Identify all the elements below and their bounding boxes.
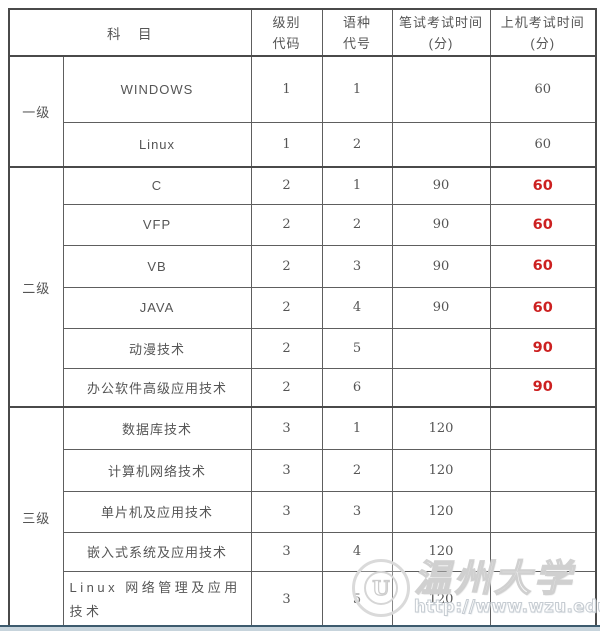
subject-cell: 动漫技术 <box>62 327 252 369</box>
machine-time-cell: 60 <box>489 286 597 329</box>
level-code-cell: 3 <box>250 490 323 533</box>
machine-time-cell: 60 <box>489 244 597 288</box>
exam-schedule-table: 科 目 级别 代码 语种 代号 笔试考试时间 (分) 上机考试时间 (分) <box>8 8 597 630</box>
level-code-cell: 1 <box>250 55 323 123</box>
table-row: 办公软件高级应用技术 2 6 90 <box>9 367 597 408</box>
level-code-cell: 3 <box>250 531 323 572</box>
level-code-cell: 3 <box>250 448 323 492</box>
machine-time-cell <box>489 531 597 572</box>
level-group-label: 三级 <box>8 406 64 629</box>
written-time-cell <box>391 327 491 369</box>
subject-cell: 办公软件高级应用技术 <box>62 367 252 408</box>
lang-code-cell: 1 <box>321 166 393 205</box>
machine-time-cell <box>489 490 597 533</box>
lang-code-cell: 6 <box>321 367 393 408</box>
header-level-code-line1: 级别 <box>272 14 301 30</box>
level-code-cell: 2 <box>250 286 323 329</box>
header-written-time-line2: (分) <box>428 35 454 51</box>
level-code-cell: 2 <box>250 367 323 408</box>
subject-cell: Linux 网络管理及应用技术 <box>62 570 252 629</box>
table-row: JAVA 2 4 90 60 <box>9 286 597 329</box>
machine-time-cell: 60 <box>489 121 597 168</box>
written-time-cell: 90 <box>391 286 491 329</box>
lang-code-cell: 2 <box>321 203 393 246</box>
table-row: 动漫技术 2 5 90 <box>9 327 597 369</box>
subject-cell: JAVA <box>62 286 252 329</box>
machine-time-cell: 60 <box>489 203 597 246</box>
lang-code-cell: 1 <box>321 406 393 450</box>
machine-time-cell: 90 <box>489 367 597 408</box>
table-row: 一级 WINDOWS 1 1 60 <box>8 55 597 168</box>
lang-code-cell: 2 <box>321 448 393 492</box>
level-code-cell: 3 <box>250 406 323 450</box>
written-time-cell <box>391 121 491 168</box>
header-lang-code-line2: 代号 <box>342 35 371 51</box>
subject-cell: VB <box>62 244 252 288</box>
subject-cell: C <box>62 166 252 205</box>
lang-code-cell: 1 <box>321 55 393 123</box>
level-code-cell: 2 <box>250 203 323 246</box>
table-row: 嵌入式系统及应用技术 3 4 120 <box>9 531 597 572</box>
table-row: VFP 2 2 90 60 <box>9 203 597 246</box>
header-lang-code: 语种 代号 <box>321 8 393 57</box>
level-code-cell: 2 <box>250 166 323 205</box>
lang-code-cell: 4 <box>321 531 393 572</box>
table-row: Linux 1 2 60 <box>9 121 597 168</box>
written-time-cell: 120 <box>391 570 491 629</box>
subject-cell: Linux <box>62 121 252 168</box>
machine-time-cell: 60 <box>489 166 597 205</box>
written-time-cell: 120 <box>391 490 491 533</box>
level-code-cell: 1 <box>250 121 323 168</box>
machine-time-cell <box>489 448 597 492</box>
lang-code-cell: 3 <box>321 490 393 533</box>
table-row: VB 2 3 90 60 <box>9 244 597 288</box>
level-code-cell: 2 <box>250 327 323 369</box>
machine-time-cell <box>489 406 597 450</box>
header-machine-time: 上机考试时间 (分) <box>489 8 597 57</box>
level-group-label: 二级 <box>8 166 64 408</box>
header-subject: 科 目 <box>8 8 252 57</box>
written-time-cell: 120 <box>391 406 491 450</box>
subject-cell: VFP <box>62 203 252 246</box>
table-row: 计算机网络技术 3 2 120 <box>9 448 597 492</box>
exam-schedule-table-wrap: 科 目 级别 代码 语种 代号 笔试考试时间 (分) 上机考试时间 (分) <box>8 8 597 630</box>
written-time-cell: 90 <box>391 203 491 246</box>
header-written-time-line1: 笔试考试时间 <box>398 14 483 30</box>
machine-time-cell <box>489 570 597 629</box>
window-bottom-edge <box>0 625 600 631</box>
written-time-cell: 120 <box>391 448 491 492</box>
lang-code-cell: 5 <box>321 570 393 629</box>
header-level-code-line2: 代码 <box>272 35 301 51</box>
subject-cell: 计算机网络技术 <box>62 448 252 492</box>
table-row: 二级 C 2 1 90 60 <box>8 166 597 408</box>
written-time-cell: 90 <box>391 166 491 205</box>
machine-time-cell: 60 <box>489 55 597 123</box>
written-time-cell <box>391 55 491 123</box>
header-row: 科 目 级别 代码 语种 代号 笔试考试时间 (分) 上机考试时间 (分) <box>8 8 597 57</box>
table-row: 单片机及应用技术 3 3 120 <box>9 490 597 533</box>
table-row: Linux 网络管理及应用技术 3 5 120 <box>9 570 597 629</box>
level-group-label: 一级 <box>8 55 64 168</box>
written-time-cell <box>391 367 491 408</box>
header-lang-code-line1: 语种 <box>342 14 371 30</box>
subject-cell: 单片机及应用技术 <box>62 490 252 533</box>
written-time-cell: 120 <box>391 531 491 572</box>
header-machine-time-line1: 上机考试时间 <box>500 14 585 30</box>
header-level-code: 级别 代码 <box>250 8 323 57</box>
lang-code-cell: 5 <box>321 327 393 369</box>
table-row: 三级 数据库技术 3 1 120 <box>8 406 597 629</box>
lang-code-cell: 2 <box>321 121 393 168</box>
subject-cell: WINDOWS <box>62 55 252 123</box>
header-machine-time-line2: (分) <box>530 35 556 51</box>
subject-cell: 数据库技术 <box>62 406 252 450</box>
written-time-cell: 90 <box>391 244 491 288</box>
header-written-time: 笔试考试时间 (分) <box>391 8 491 57</box>
level-code-cell: 2 <box>250 244 323 288</box>
lang-code-cell: 3 <box>321 244 393 288</box>
level-code-cell: 3 <box>250 570 323 629</box>
machine-time-cell: 90 <box>489 327 597 369</box>
subject-cell: 嵌入式系统及应用技术 <box>62 531 252 572</box>
lang-code-cell: 4 <box>321 286 393 329</box>
